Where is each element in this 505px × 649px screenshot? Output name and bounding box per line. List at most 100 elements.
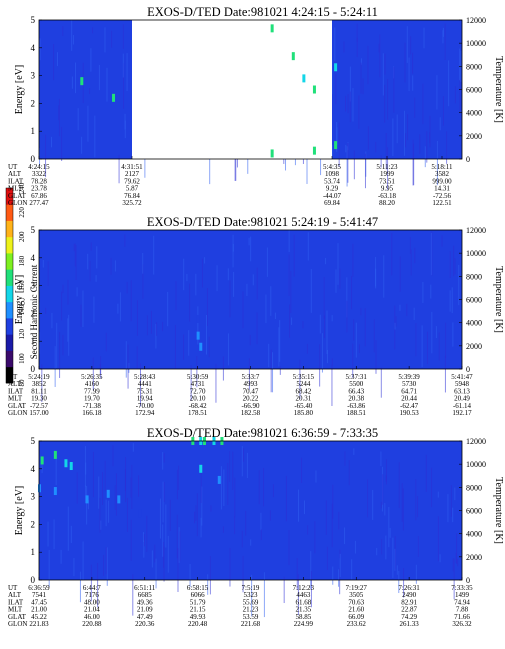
- speckle: [362, 78, 364, 95]
- table-cell: 3852: [32, 380, 47, 388]
- speckle: [87, 253, 89, 270]
- y-tick-label: 0: [31, 575, 36, 585]
- speckle: [269, 510, 271, 521]
- table-cell: -72.57: [30, 402, 49, 410]
- speckle: [285, 152, 287, 171]
- speckle: [207, 574, 209, 595]
- data-point: [302, 74, 306, 83]
- speckle: [178, 465, 180, 491]
- speckle: [119, 292, 121, 322]
- table-cell: 7541: [32, 591, 47, 599]
- speckle: [405, 133, 407, 148]
- table-cell: 5:39:39: [398, 373, 420, 381]
- colorbar-segment: [6, 350, 13, 368]
- speckle: [132, 574, 134, 616]
- data-point: [312, 85, 316, 94]
- speckle: [394, 548, 396, 571]
- table-cell: 192.17: [452, 409, 472, 417]
- speckle: [50, 136, 52, 148]
- speckle: [232, 243, 234, 252]
- colorbar-segment: [6, 301, 13, 319]
- speckle: [425, 454, 427, 492]
- speckle: [356, 37, 358, 58]
- speckle: [452, 507, 454, 523]
- speckle: [248, 358, 250, 390]
- table-cell: -66.90: [241, 402, 260, 410]
- speckle: [321, 333, 323, 373]
- data-point: [199, 464, 203, 473]
- speckle: [438, 332, 440, 361]
- speckle: [384, 84, 386, 123]
- speckle: [94, 115, 96, 158]
- speckle: [62, 334, 64, 356]
- y-tick-label: 2: [31, 519, 36, 529]
- speckle: [227, 268, 229, 281]
- speckle: [353, 319, 355, 341]
- speckle: [355, 322, 357, 358]
- speckle: [429, 115, 431, 148]
- speckle: [176, 469, 178, 500]
- speckle: [325, 257, 327, 265]
- speckle: [353, 150, 355, 180]
- speckle: [381, 539, 383, 555]
- table-cell: 6685: [138, 591, 153, 599]
- speckle: [307, 232, 309, 261]
- speckle: [407, 114, 409, 141]
- speckle: [53, 519, 55, 550]
- table-cell: 66.43: [348, 387, 364, 395]
- speckle: [413, 143, 415, 186]
- speckle: [394, 322, 396, 330]
- speckle: [139, 363, 141, 407]
- speckle: [222, 526, 224, 533]
- speckle: [105, 499, 107, 527]
- speckle: [375, 268, 377, 289]
- table-cell: -63.86: [347, 402, 366, 410]
- speckle: [92, 27, 94, 34]
- table-cell: 73.51: [379, 177, 395, 185]
- speckle: [71, 76, 73, 89]
- speckle: [85, 462, 87, 475]
- y2-tick-label: 0: [466, 365, 470, 374]
- table-cell: 4160: [85, 380, 100, 388]
- speckle: [163, 453, 165, 463]
- speckle: [351, 559, 353, 580]
- speckle: [288, 529, 290, 566]
- row-label: ALT: [8, 170, 22, 178]
- speckle: [195, 505, 197, 521]
- speckle: [136, 346, 138, 369]
- speckle: [315, 470, 317, 483]
- table-cell: 166.18: [82, 409, 102, 417]
- speckle: [260, 529, 262, 541]
- y2-tick-label: 4000: [466, 109, 482, 118]
- speckle: [360, 58, 362, 65]
- speckle: [112, 445, 114, 467]
- speckle: [331, 364, 333, 406]
- data-point: [53, 450, 57, 459]
- speckle: [79, 571, 81, 603]
- speckle: [402, 488, 404, 531]
- table-cell: 7:33:35: [451, 584, 473, 592]
- speckle: [90, 564, 92, 602]
- speckle: [222, 356, 224, 381]
- table-cell: -63.18: [378, 192, 397, 200]
- speckle: [194, 511, 196, 524]
- table-cell: 6:44:7: [83, 584, 101, 592]
- y-tick-label: 3: [31, 492, 36, 502]
- table-cell: 6:51:11: [134, 584, 156, 592]
- speckle: [382, 474, 384, 505]
- speckle: [58, 98, 60, 137]
- table-cell: 5500: [349, 380, 364, 388]
- speckle: [114, 260, 116, 272]
- speckle: [128, 362, 130, 373]
- speckle: [306, 343, 308, 354]
- y-tick-label: 1: [31, 336, 36, 346]
- speckle: [77, 108, 79, 131]
- table-cell: 51.79: [190, 598, 206, 606]
- panel-title: EXOS-D/TED Date:981021 4:24:15 - 5:24:11: [147, 5, 378, 19]
- speckle: [153, 235, 155, 275]
- speckle: [59, 331, 61, 378]
- speckle: [454, 86, 456, 104]
- speckle: [415, 479, 417, 521]
- speckle: [382, 53, 384, 96]
